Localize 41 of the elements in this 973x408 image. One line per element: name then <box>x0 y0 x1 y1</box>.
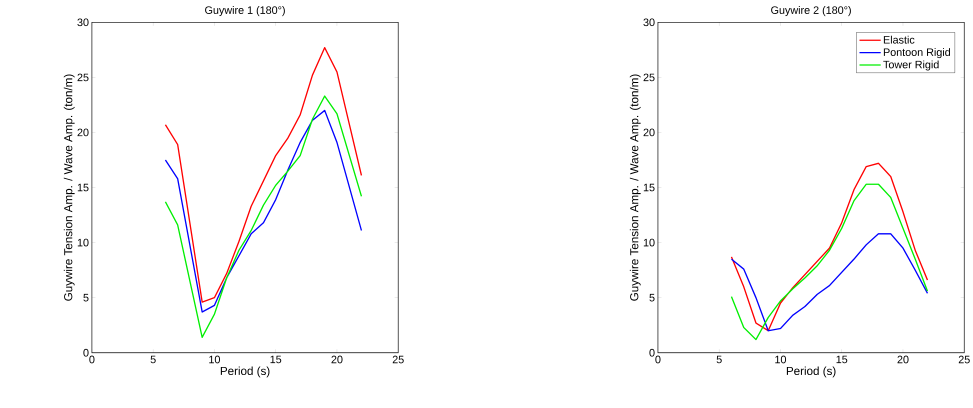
x-tick-label: 5 <box>150 356 156 364</box>
y-tick-label: 10 <box>644 238 655 247</box>
y-tick-label: 30 <box>643 18 655 26</box>
x-tick-label: 25 <box>392 356 404 364</box>
y-tick-label: 20 <box>78 128 89 136</box>
legend-label: Pontoon Rigid <box>884 48 950 58</box>
y-axis-title: Guywire Tension Amp. / Wave Amp. (ton/m) <box>630 74 641 301</box>
x-tick-label: 20 <box>331 356 343 364</box>
y-tick-label: 20 <box>644 128 655 136</box>
line-series <box>164 110 362 313</box>
line-series <box>164 47 362 303</box>
y-tick-label: 5 <box>83 294 89 302</box>
x-tick-label: 20 <box>898 356 909 364</box>
y-tick-label: 25 <box>78 74 89 82</box>
y-tick-label: 5 <box>649 294 655 302</box>
legend-label: Tower Rigid <box>883 60 939 71</box>
legend-label: Elastic <box>884 36 914 44</box>
x-tick-label: 15 <box>836 356 848 364</box>
y-axis-title: Guywire Tension Amp. / Wave Amp. (ton/m) <box>64 74 75 301</box>
x-axis-title: Period (s) <box>786 366 836 378</box>
y-tick-label: 0 <box>649 349 655 357</box>
line-series <box>730 233 928 332</box>
y-tick-label: 30 <box>77 18 89 26</box>
x-axis-title: Period (s) <box>220 366 270 378</box>
line-series <box>164 96 362 338</box>
y-tick-label: 15 <box>78 184 89 192</box>
y-tick-label: 25 <box>644 74 655 82</box>
chart-title: Guywire 2 (180°) <box>771 6 851 16</box>
y-tick-label: 0 <box>83 349 89 357</box>
x-tick-label: 10 <box>775 356 786 364</box>
y-tick-label: 15 <box>644 184 655 192</box>
x-tick-label: 0 <box>655 356 661 364</box>
x-tick-label: 10 <box>209 356 220 364</box>
line-series <box>730 184 928 340</box>
y-tick-label: 10 <box>78 238 89 247</box>
x-tick-label: 5 <box>716 356 722 364</box>
x-tick-label: 15 <box>270 356 282 364</box>
x-tick-label: 0 <box>89 356 94 364</box>
x-tick-label: 25 <box>958 356 970 364</box>
line-series <box>730 162 928 332</box>
chart-title: Guywire 1 (180°) <box>205 6 285 16</box>
